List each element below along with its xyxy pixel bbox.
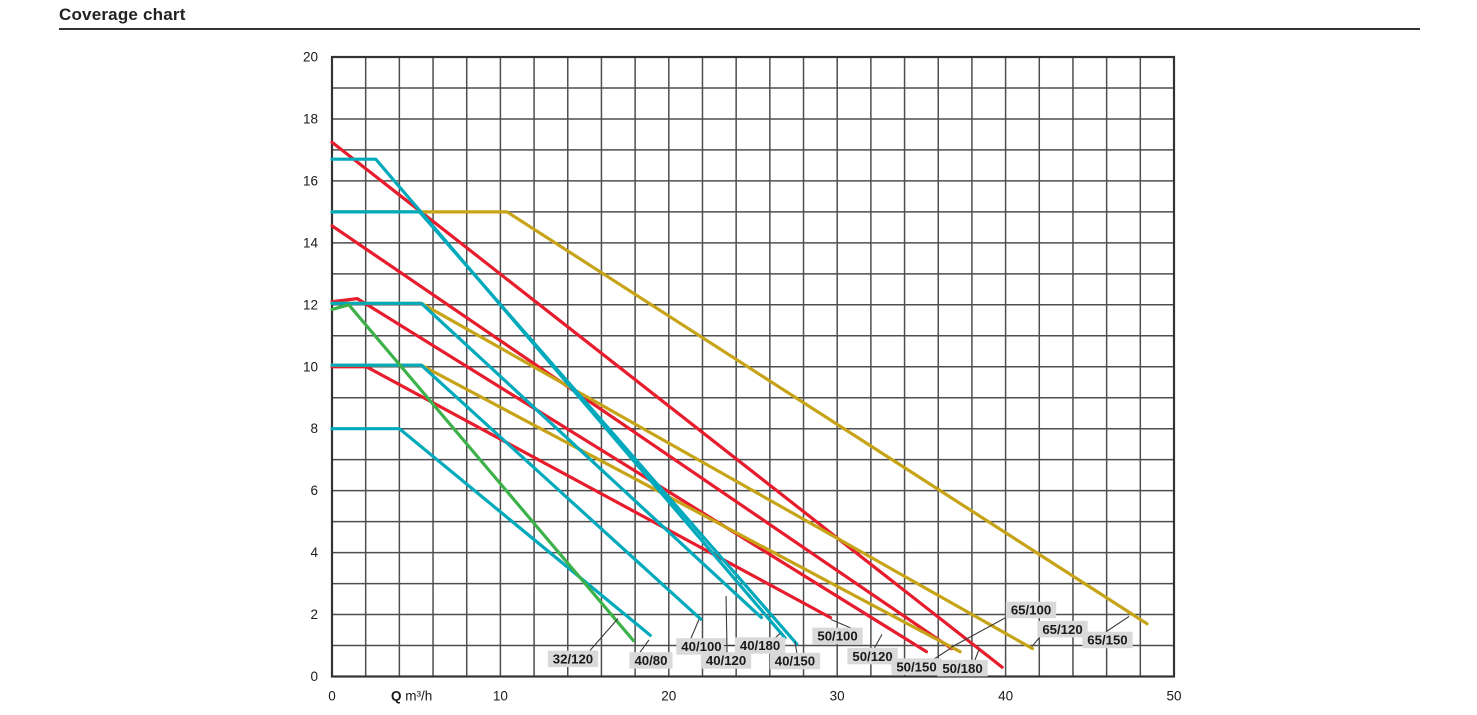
x-tick-label: 40 [998, 689, 1013, 704]
y-tick-label: 4 [310, 545, 318, 560]
y-tick-label: 2 [310, 607, 318, 622]
curve-40-180 [330, 157, 787, 640]
label-leader [873, 634, 883, 649]
title-underline [59, 28, 1420, 30]
curve-label-40-180: 40/180 [724, 633, 786, 654]
x-axis-unit-label: Q m³/h [391, 689, 432, 704]
curve-40-80 [330, 427, 652, 637]
curve-label-32-120: 32/120 [547, 618, 619, 668]
x-axis-labels: 0 10 20 30 40 50 [328, 689, 1181, 704]
label-text: 50/180 [942, 661, 982, 676]
label-leader [950, 615, 1009, 648]
x-tick-label: 20 [661, 689, 676, 704]
label-leader [1031, 635, 1042, 647]
label-leader [830, 619, 853, 629]
label-text: 32/120 [553, 652, 593, 667]
y-tick-label: 18 [303, 111, 318, 126]
curve-label-50-120: 50/120 [847, 634, 898, 665]
label-text: 65/150 [1087, 633, 1127, 648]
label-text: 40/180 [740, 638, 780, 653]
x-tick-label: 50 [1166, 689, 1181, 704]
curve-32-120 [330, 303, 636, 643]
y-tick-label: 8 [310, 421, 318, 436]
label-text: 50/120 [852, 649, 892, 664]
curve-label-40-150: 40/150 [769, 641, 821, 670]
label-text: 40/120 [706, 653, 746, 668]
label-leader [689, 619, 700, 641]
label-box [676, 638, 727, 655]
curve-label-40-120: 40/120 [700, 595, 752, 669]
label-box [629, 652, 673, 669]
label-box [1037, 620, 1088, 638]
y-tick-label: 16 [303, 173, 318, 188]
label-text: 65/100 [1011, 603, 1051, 618]
label-box [734, 637, 786, 654]
label-box [1005, 601, 1057, 619]
page-title: Coverage chart [59, 5, 186, 24]
curve-50-150 [330, 224, 954, 651]
y-tick-label: 0 [310, 669, 318, 684]
label-box [547, 650, 599, 668]
label-leader [794, 641, 798, 654]
curve-label-65-100: 65/100 [950, 601, 1057, 648]
label-text: 40/150 [775, 654, 815, 669]
label-box [769, 652, 821, 670]
label-text: 65/120 [1042, 622, 1082, 637]
curve-labels: 32/120 40/80 40/10040/12040/18040/15050/10… [547, 595, 1133, 677]
y-tick-label: 6 [310, 483, 318, 498]
curve-50-180 [330, 140, 1004, 669]
label-box [891, 658, 942, 675]
y-axis-labels: 0 2 4 6 8 10 12 14 16 18 20 [303, 50, 319, 685]
label-text: 50/100 [817, 629, 857, 644]
label-box [812, 627, 863, 645]
y-tick-label: 14 [303, 235, 319, 250]
curve-label-50-100: 50/100 [812, 619, 863, 645]
curve-label-40-80: 40/80 [629, 639, 673, 669]
x-tick-label: 10 [493, 689, 508, 704]
label-leader [639, 639, 650, 653]
x-tick-label: 0 [328, 689, 336, 704]
curve-65-120 [330, 301, 1035, 651]
label-box [1082, 631, 1133, 649]
y-tick-label: 10 [303, 359, 318, 374]
curve-label-40-100: 40/100 [676, 619, 727, 655]
curves [330, 140, 1149, 669]
y-tick-label: 20 [303, 50, 318, 65]
label-text: 50/150 [896, 659, 936, 674]
y-tick-label: 12 [303, 297, 318, 312]
label-box [937, 659, 988, 677]
grid [331, 56, 1175, 678]
label-text: 40/100 [681, 639, 721, 654]
curve-label-65-150: 65/150 [1082, 615, 1133, 649]
label-box [847, 647, 898, 665]
x-tick-label: 30 [830, 689, 845, 704]
label-leader [589, 618, 619, 651]
curve-label-65-120: 65/120 [1031, 620, 1088, 647]
label-box [700, 652, 752, 669]
curve-40-120 [330, 301, 764, 620]
label-leader [1104, 615, 1130, 633]
curve-65-100 [330, 363, 962, 654]
label-text: 40/80 [634, 653, 667, 668]
curve-label-50-180: 50/180 [937, 649, 988, 677]
curve-40-100 [330, 363, 703, 621]
curve-label-50-150: 50/150 [891, 648, 951, 675]
label-leader [725, 595, 728, 653]
